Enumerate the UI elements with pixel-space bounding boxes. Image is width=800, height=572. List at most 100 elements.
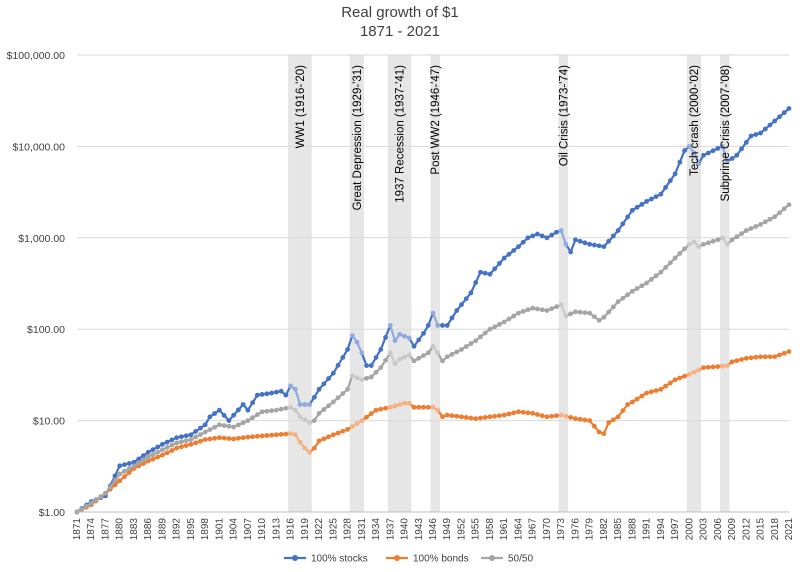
data-point	[535, 231, 540, 237]
data-point	[283, 431, 289, 437]
crisis-band	[558, 55, 569, 512]
data-point	[577, 416, 583, 422]
data-point	[767, 216, 773, 222]
x-tick-label: 1934	[371, 518, 382, 541]
x-tick-label: 2018	[770, 518, 781, 541]
data-point	[591, 242, 597, 248]
data-point	[516, 310, 521, 316]
data-point	[653, 194, 659, 200]
data-point	[724, 159, 730, 165]
data-point	[530, 233, 536, 239]
data-point	[240, 435, 246, 441]
data-point	[245, 434, 251, 440]
data-point	[321, 381, 327, 387]
data-point	[179, 439, 184, 445]
data-point	[487, 414, 493, 420]
data-point	[525, 410, 531, 416]
x-tick-label: 1883	[129, 518, 140, 541]
data-point	[682, 246, 687, 252]
data-point	[435, 350, 441, 356]
data-point	[217, 435, 222, 441]
data-point	[345, 386, 350, 392]
data-point	[525, 307, 531, 313]
data-point	[240, 402, 246, 407]
data-point	[463, 296, 469, 302]
data-point	[587, 310, 593, 316]
legend-item: 50/50	[481, 554, 533, 565]
data-point	[615, 414, 621, 420]
data-point	[155, 444, 161, 450]
data-point	[729, 237, 735, 243]
data-point	[473, 338, 479, 344]
data-point	[349, 424, 355, 429]
data-point	[164, 450, 170, 456]
data-point	[316, 438, 322, 444]
data-point	[368, 411, 374, 417]
data-point	[573, 416, 578, 422]
data-point	[644, 280, 649, 286]
data-point	[321, 407, 327, 412]
x-tick-label: 1880	[115, 518, 126, 541]
data-point	[406, 335, 412, 341]
data-point	[155, 454, 161, 460]
data-point	[653, 273, 659, 279]
data-point	[767, 354, 773, 360]
data-point	[568, 249, 574, 255]
series-lines	[74, 106, 792, 515]
data-point	[629, 288, 635, 294]
data-point	[558, 228, 564, 233]
data-point	[430, 404, 436, 410]
data-point	[160, 452, 165, 458]
data-point	[492, 413, 498, 419]
data-point	[734, 358, 740, 364]
data-point	[625, 402, 631, 407]
crisis-band	[349, 55, 365, 512]
data-point	[777, 352, 782, 358]
data-point	[696, 161, 702, 166]
data-point	[273, 432, 279, 438]
data-point	[544, 308, 550, 313]
data-point	[169, 448, 175, 453]
x-tick-label: 2003	[699, 518, 710, 541]
data-point	[677, 375, 683, 381]
data-point	[188, 441, 194, 447]
data-point	[682, 148, 687, 153]
data-point	[103, 490, 108, 496]
x-tick-label: 1970	[542, 518, 553, 541]
data-point	[387, 323, 393, 328]
data-point	[202, 437, 208, 442]
data-point	[639, 283, 645, 289]
data-point	[297, 402, 303, 407]
x-axis-tick-labels: 1871 1874 1877 1880 1883 1886 1889 1892 1895 1898…	[72, 518, 795, 541]
x-tick-label: 1967	[528, 518, 539, 541]
data-point	[383, 357, 388, 363]
data-point	[549, 306, 555, 312]
data-point	[539, 413, 545, 419]
data-point	[283, 392, 289, 398]
data-point	[748, 355, 754, 361]
data-point	[278, 431, 284, 437]
data-point	[648, 196, 654, 202]
x-tick-label: 1907	[243, 518, 254, 541]
data-point	[188, 437, 194, 442]
data-point	[202, 422, 208, 428]
data-point	[164, 439, 170, 445]
data-point	[573, 237, 578, 243]
data-point	[701, 365, 706, 371]
data-point	[615, 228, 621, 233]
data-point	[259, 433, 265, 439]
crisis-band-label: Subprime Crisis (2007-'08)	[720, 65, 732, 202]
data-point	[478, 269, 483, 275]
chart-title: Real growth of $1	[341, 4, 459, 21]
y-tick-label: $100.00	[27, 324, 65, 336]
data-point	[292, 407, 298, 413]
data-point	[131, 459, 137, 465]
data-point	[644, 199, 649, 204]
x-tick-label: 2015	[756, 518, 767, 541]
data-point	[501, 412, 507, 418]
data-point	[126, 466, 132, 471]
data-point	[145, 458, 151, 464]
data-point	[724, 241, 730, 247]
series-100-stocks	[74, 106, 792, 515]
data-point	[288, 383, 293, 389]
